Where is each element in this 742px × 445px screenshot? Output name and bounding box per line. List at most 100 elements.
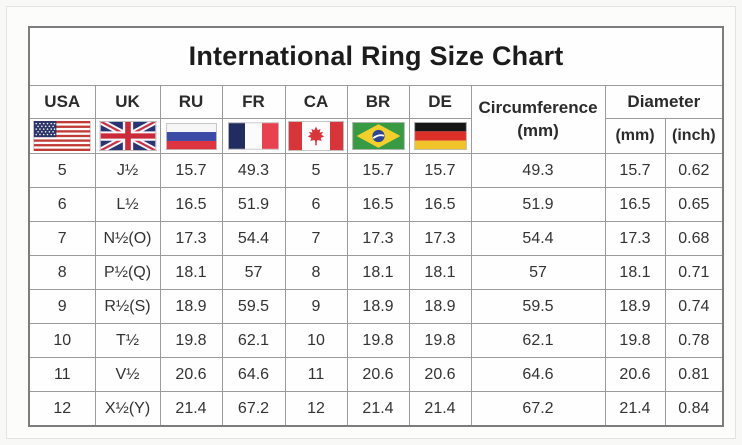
title-row: International Ring Size Chart [28, 26, 724, 86]
table-cell: 51.9 [221, 187, 286, 222]
table-cell: 17.3 [604, 221, 666, 256]
table-cell: R½(S) [94, 289, 161, 324]
table-row: 10 T½ 19.8 62.1 10 19.8 19.8 62.1 19.8 0.78 [28, 323, 724, 358]
table-cell: 8 [28, 255, 96, 290]
table-cell: 57 [221, 255, 286, 290]
table-cell: 0.65 [664, 187, 724, 222]
table-cell: V½ [94, 357, 161, 392]
table-cell: J½ [94, 153, 161, 188]
table-cell: 5 [284, 153, 348, 188]
table-cell: 16.5 [346, 187, 410, 222]
table-cell: 20.6 [408, 357, 472, 392]
table-cell: 62.1 [221, 323, 286, 358]
table-cell: T½ [94, 323, 161, 358]
country-header-row: USA UK RU FR CA BR DE Circumference (mm)… [28, 85, 724, 154]
column-header-diameter: Diameter [604, 85, 724, 119]
table-cell: 51.9 [470, 187, 606, 222]
table-row: 8 P½(Q) 18.1 57 8 18.1 18.1 57 18.1 0.71 [28, 255, 724, 290]
table-cell: 6 [28, 187, 96, 222]
table-cell: 17.3 [408, 221, 472, 256]
flag-cell-de [408, 118, 472, 154]
table-cell: 7 [28, 221, 96, 256]
br-flag-icon [351, 122, 405, 150]
flag-cell-fr [221, 118, 286, 154]
ca-flag-icon [288, 121, 344, 151]
table-cell: 6 [284, 187, 348, 222]
table-body: 5 J½ 15.7 49.3 5 15.7 15.7 49.3 15.7 0.62 6 L½ 16.5 5… [28, 153, 724, 427]
table-cell: 0.62 [664, 153, 724, 188]
table-cell: 49.3 [221, 153, 286, 188]
table-cell: 67.2 [221, 391, 286, 427]
table-cell: 0.68 [664, 221, 724, 256]
flag-cell-ca [284, 118, 348, 154]
table-cell: 18.1 [159, 255, 223, 290]
table-cell: 9 [284, 289, 348, 324]
table-cell: 59.5 [221, 289, 286, 324]
table-cell: 16.5 [408, 187, 472, 222]
table-cell: 9 [28, 289, 96, 324]
column-header-fr: FR [221, 85, 286, 119]
table-cell: 15.7 [159, 153, 223, 188]
table-cell: 21.4 [346, 391, 410, 427]
table-cell: 18.1 [408, 255, 472, 290]
table-cell: 57 [470, 255, 606, 290]
table-cell: 18.9 [346, 289, 410, 324]
table-cell: 10 [284, 323, 348, 358]
flag-cell-usa [28, 118, 96, 154]
table-row: 5 J½ 15.7 49.3 5 15.7 15.7 49.3 15.7 0.62 [28, 153, 724, 188]
table-row: 7 N½(O) 17.3 54.4 7 17.3 17.3 54.4 17.3 0.68 [28, 221, 724, 256]
table-cell: 20.6 [346, 357, 410, 392]
table-cell: 17.3 [346, 221, 410, 256]
table-cell: 20.6 [604, 357, 666, 392]
table-cell: 59.5 [470, 289, 606, 324]
table-cell: 20.6 [159, 357, 223, 392]
column-header-usa: USA [28, 85, 96, 119]
table-cell: N½(O) [94, 221, 161, 256]
fr-flag-icon [228, 122, 279, 150]
table-cell: 67.2 [470, 391, 606, 427]
flag-cell-uk [94, 118, 161, 154]
table-cell: 8 [284, 255, 348, 290]
table-cell: 54.4 [221, 221, 286, 256]
table-cell: 21.4 [159, 391, 223, 427]
table-cell: 16.5 [159, 187, 223, 222]
table-row: 9 R½(S) 18.9 59.5 9 18.9 18.9 59.5 18.9 0.74 [28, 289, 724, 324]
table-cell: 7 [284, 221, 348, 256]
table-cell: 62.1 [470, 323, 606, 358]
circumference-unit: (mm) [517, 120, 559, 140]
table-cell: 0.81 [664, 357, 724, 392]
table-cell: 21.4 [408, 391, 472, 427]
table-cell: X½(Y) [94, 391, 161, 427]
table-cell: 12 [284, 391, 348, 427]
table-cell: 15.7 [408, 153, 472, 188]
column-header-ca: CA [284, 85, 348, 119]
column-header-de: DE [408, 85, 472, 119]
table-cell: 15.7 [604, 153, 666, 188]
de-flag-icon [413, 122, 467, 150]
table-row: 11 V½ 20.6 64.6 11 20.6 20.6 64.6 20.6 0.81 [28, 357, 724, 392]
table-cell: 11 [284, 357, 348, 392]
flag-cell-ru [159, 118, 223, 154]
diameter-mm-header: (mm) [604, 118, 666, 154]
table-cell: 18.9 [408, 289, 472, 324]
table-cell: 17.3 [159, 221, 223, 256]
page-title: International Ring Size Chart [28, 26, 724, 86]
diameter-inch-header: (inch) [664, 118, 724, 154]
table-cell: 15.7 [346, 153, 410, 188]
flag-row: (mm) (inch) [28, 118, 724, 154]
table-cell: 64.6 [470, 357, 606, 392]
table-cell: 18.9 [159, 289, 223, 324]
uk-flag-icon [98, 121, 157, 151]
table-cell: 54.4 [470, 221, 606, 256]
table-cell: 19.8 [346, 323, 410, 358]
ring-size-chart: International Ring Size Chart USA UK RU … [28, 26, 725, 427]
table-cell: 5 [28, 153, 96, 188]
table-cell: 12 [28, 391, 96, 427]
table-cell: 0.78 [664, 323, 724, 358]
table-cell: 0.71 [664, 255, 724, 290]
table-cell: 0.74 [664, 289, 724, 324]
column-header-circumference: Circumference (mm) [470, 85, 606, 154]
table-cell: 19.8 [604, 323, 666, 358]
table-row: 12 X½(Y) 21.4 67.2 12 21.4 21.4 67.2 21.4 0.84 [28, 391, 724, 427]
circumference-label: Circumference [478, 98, 598, 118]
